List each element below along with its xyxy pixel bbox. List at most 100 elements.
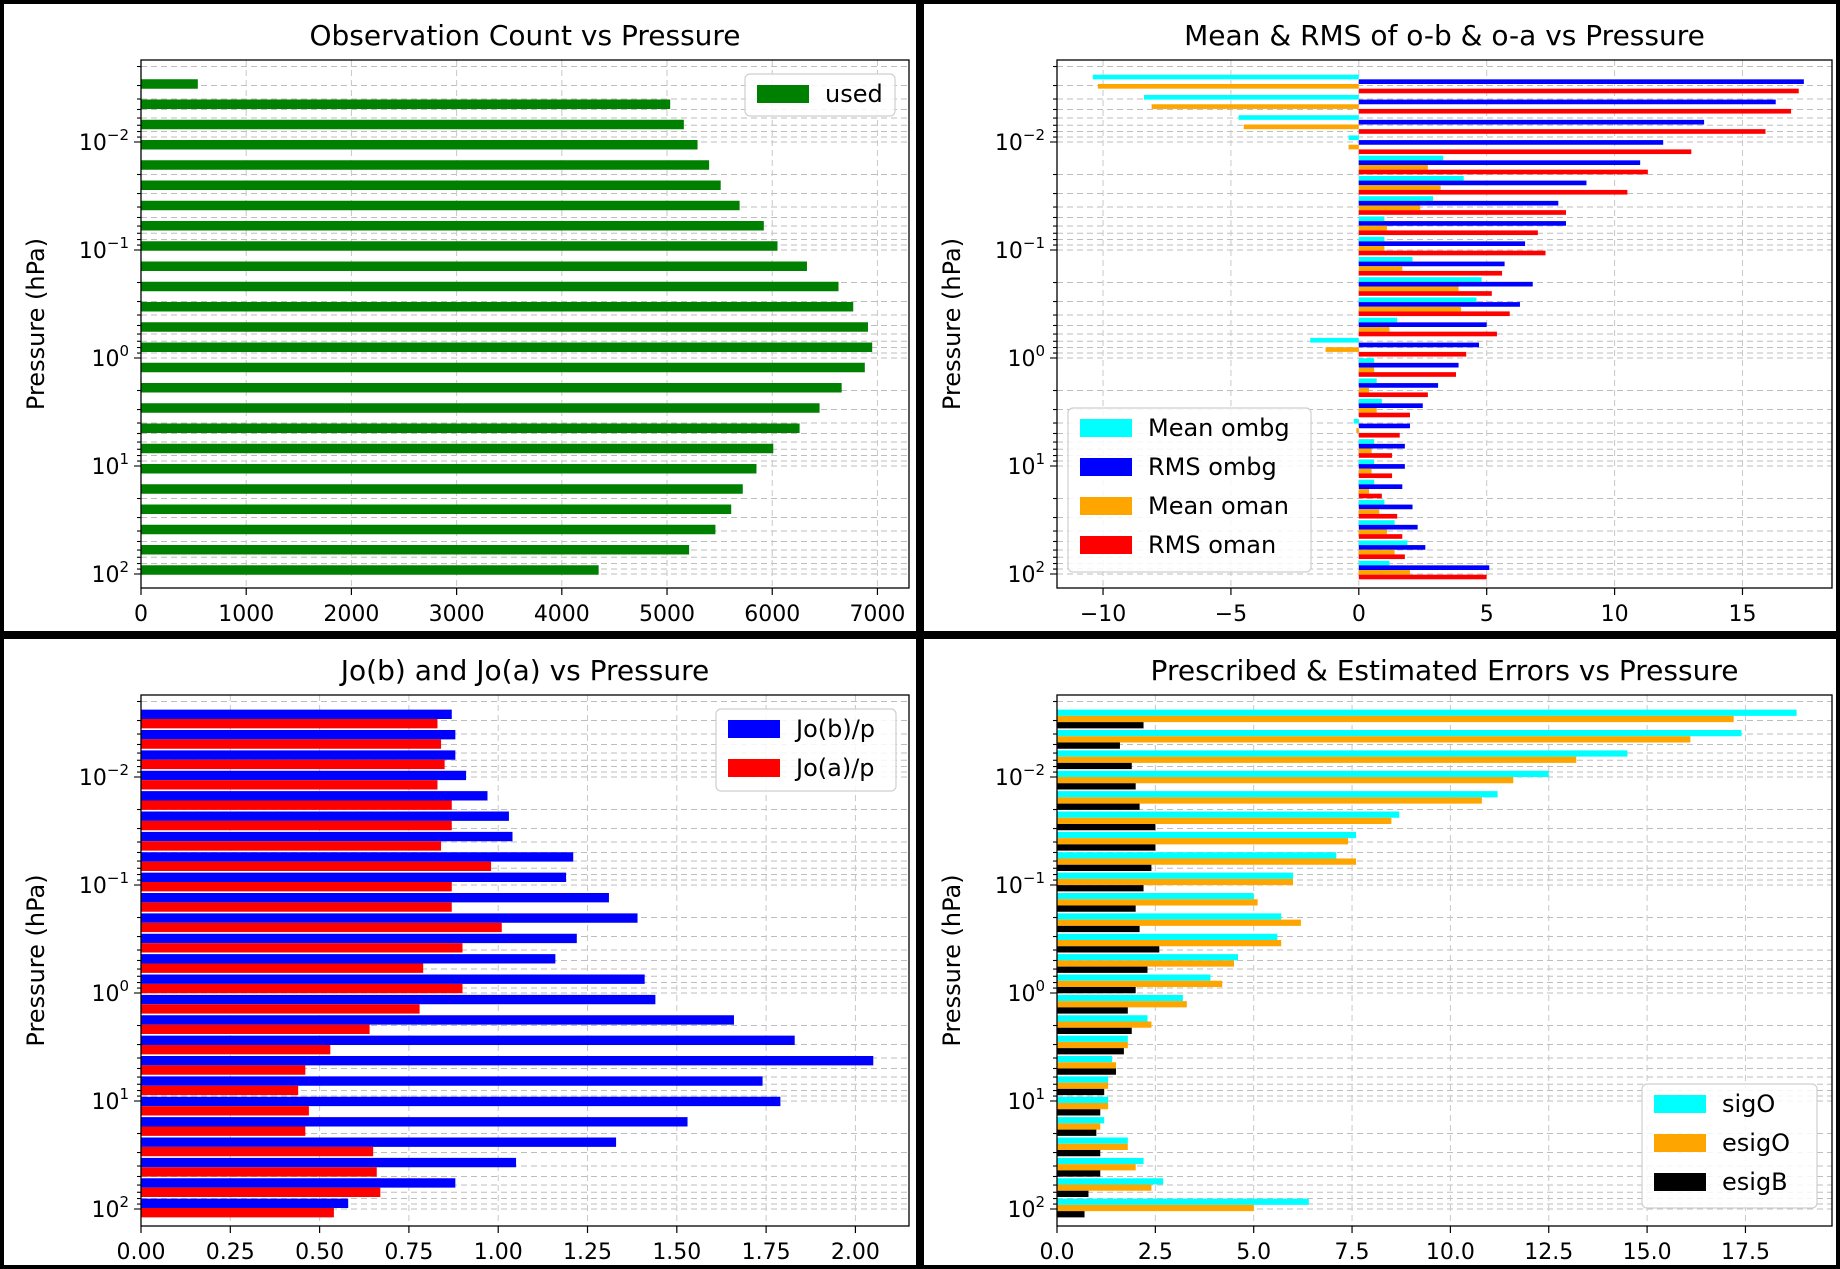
bar xyxy=(1057,730,1742,737)
bar xyxy=(1358,489,1370,494)
bar xyxy=(1057,1184,1152,1191)
bar xyxy=(1057,1178,1164,1185)
bar xyxy=(1358,560,1390,566)
bar xyxy=(1358,281,1533,287)
bar xyxy=(141,1056,874,1066)
bar xyxy=(141,709,452,719)
bar xyxy=(1348,144,1359,150)
bar xyxy=(1057,1190,1089,1197)
bar xyxy=(1057,722,1144,729)
bar xyxy=(141,241,778,251)
bar xyxy=(1358,317,1398,323)
legend-swatch xyxy=(728,720,780,738)
bar xyxy=(1358,246,1385,251)
bar xyxy=(1358,570,1410,575)
bar xyxy=(1057,1062,1117,1069)
bar xyxy=(141,852,574,862)
bar xyxy=(1358,108,1792,114)
bar xyxy=(1057,1068,1117,1075)
legend-swatch xyxy=(1654,1173,1706,1191)
bar xyxy=(1097,84,1359,89)
bar xyxy=(1057,852,1337,859)
bar xyxy=(1057,762,1132,770)
y-tick-mantissa: 10 xyxy=(91,347,119,372)
y-tick-mantissa: 10 xyxy=(79,239,107,264)
bar xyxy=(1057,770,1549,778)
legend: sigO esigO esigB xyxy=(1641,1083,1818,1209)
legend-label: Mean ombg xyxy=(1148,414,1290,442)
bar xyxy=(1057,933,1278,941)
bar xyxy=(1057,878,1294,886)
bar xyxy=(1057,1103,1109,1110)
bar xyxy=(1358,236,1385,242)
bar xyxy=(1358,189,1628,195)
legend-label: esigO xyxy=(1722,1129,1790,1157)
bar xyxy=(1057,946,1160,953)
y-tick-mantissa: 10 xyxy=(1007,347,1035,372)
bar xyxy=(1358,165,1428,170)
bar xyxy=(1325,347,1359,352)
bar xyxy=(1348,135,1359,141)
bar xyxy=(141,750,456,760)
x-tick-label: 5000 xyxy=(639,602,695,627)
y-tick-mantissa: 10 xyxy=(91,1090,119,1115)
bar xyxy=(141,1187,381,1197)
y-tick-label: 10−2 xyxy=(995,126,1045,156)
legend-swatch xyxy=(1080,419,1132,437)
y-tick-mantissa: 10 xyxy=(91,563,119,588)
bar xyxy=(1358,554,1405,560)
y-tick-mantissa: 10 xyxy=(79,131,107,156)
bar xyxy=(1358,524,1418,530)
bar xyxy=(1358,169,1648,175)
bar xyxy=(1358,119,1705,125)
legend-swatch xyxy=(757,85,809,103)
bar xyxy=(141,1035,795,1045)
bar xyxy=(1057,885,1144,892)
bar xyxy=(141,140,698,150)
bar xyxy=(141,983,463,994)
bar xyxy=(1057,1035,1128,1042)
y-tick-exponent: −1 xyxy=(1023,869,1045,887)
x-tick-label: 5.0 xyxy=(1236,1240,1271,1265)
y-tick-mantissa: 10 xyxy=(995,874,1023,899)
legend-swatch xyxy=(1080,497,1132,515)
bar xyxy=(1358,327,1390,332)
y-tick-label: 101 xyxy=(91,1085,129,1115)
bar xyxy=(1057,872,1294,879)
bar xyxy=(1057,811,1400,818)
bar xyxy=(1358,277,1482,282)
bar xyxy=(1358,221,1566,226)
bar xyxy=(1358,432,1400,438)
bar xyxy=(1358,180,1587,186)
legend-swatch xyxy=(1654,1134,1706,1152)
x-tick-label: 10 xyxy=(1601,602,1629,627)
bar xyxy=(1057,1021,1152,1028)
y-tick-label: 10−1 xyxy=(995,869,1045,899)
legend-swatch xyxy=(728,759,780,777)
bar xyxy=(1057,1096,1109,1104)
bar xyxy=(1057,905,1136,912)
y-tick-mantissa: 10 xyxy=(79,874,107,899)
legend: used xyxy=(744,73,896,117)
bar xyxy=(1358,383,1439,388)
bar xyxy=(1057,1117,1105,1124)
bar xyxy=(1310,337,1359,343)
bar xyxy=(1057,960,1235,967)
bar xyxy=(1358,459,1375,465)
bar xyxy=(1057,1041,1128,1049)
bar xyxy=(1057,1088,1105,1096)
chart-title: Jo(b) and Jo(a) vs Pressure xyxy=(339,654,709,687)
bar xyxy=(1057,1082,1109,1089)
bar xyxy=(1057,925,1140,933)
x-tick-label: 0 xyxy=(1352,602,1366,627)
bar xyxy=(1358,358,1375,363)
x-tick-label: 6000 xyxy=(744,602,800,627)
bar xyxy=(1358,306,1462,312)
bar xyxy=(1057,817,1392,824)
y-tick-exponent: 2 xyxy=(119,558,129,576)
bar xyxy=(141,872,567,882)
series-rms-oman xyxy=(1358,88,1799,580)
bar xyxy=(141,99,671,109)
bar xyxy=(1358,342,1480,348)
